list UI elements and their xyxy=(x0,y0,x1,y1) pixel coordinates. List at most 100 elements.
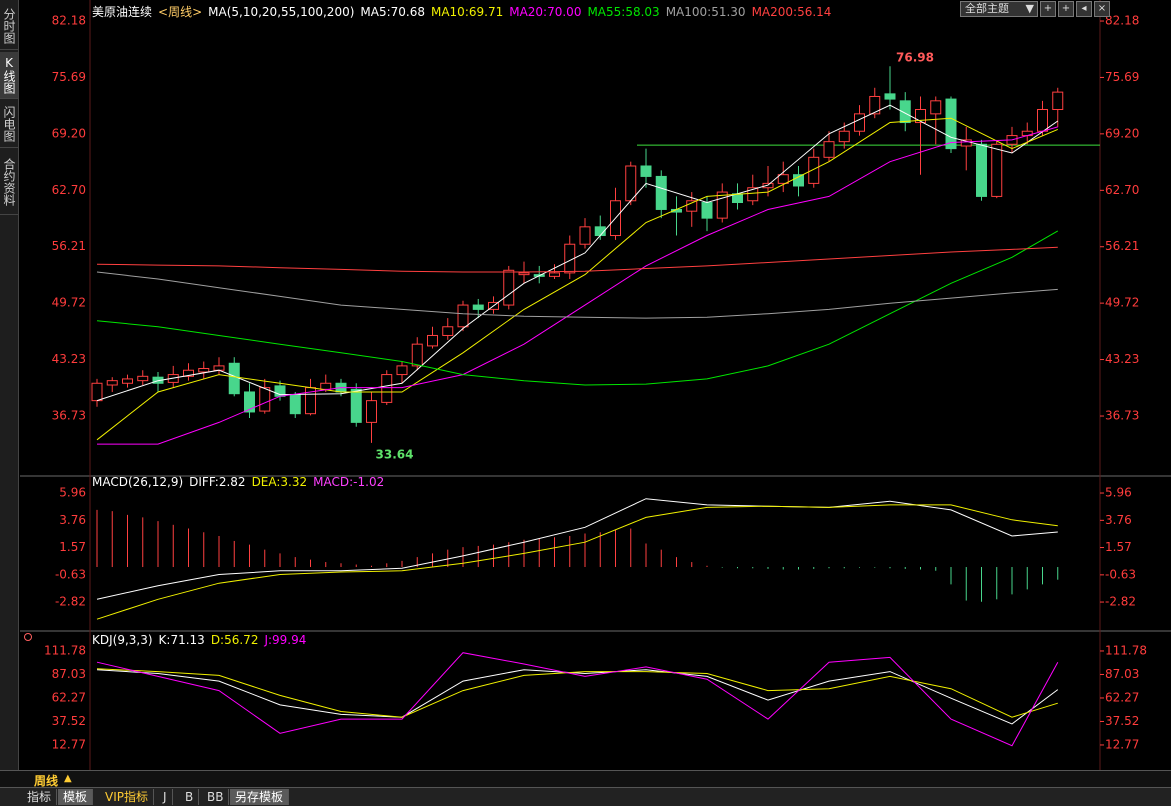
tab[interactable]: 模板 xyxy=(58,789,94,805)
y-tick-label: 49.72 xyxy=(1105,296,1139,310)
y-tick-label: 87.03 xyxy=(1105,667,1139,681)
y-tick-label: 43.23 xyxy=(1105,352,1139,366)
y-tick-label: 69.20 xyxy=(52,126,86,140)
legend-entry: DIFF:2.82 xyxy=(189,475,246,489)
period-label[interactable]: 周线 xyxy=(34,774,59,788)
candle-body xyxy=(442,326,454,336)
series-line xyxy=(96,498,1058,600)
y-tick-label: 75.69 xyxy=(52,70,86,84)
candle-body xyxy=(137,375,149,382)
legend-entry: DEA:3.32 xyxy=(251,475,308,489)
candle-body xyxy=(930,100,942,115)
legend-entry: MA10:69.71 xyxy=(430,5,504,19)
candle-body xyxy=(808,156,820,184)
candle-body xyxy=(838,130,850,143)
candle-body xyxy=(991,143,1003,197)
candle-body xyxy=(183,369,194,377)
candle-body xyxy=(640,165,652,177)
candle-body xyxy=(747,187,759,202)
candle-body xyxy=(320,382,332,390)
candle-body xyxy=(655,175,667,210)
legend-entry: MA20:70.00 xyxy=(509,5,582,19)
y-tick-label: 1.57 xyxy=(1105,540,1132,554)
series-line xyxy=(96,652,1059,747)
legend-entry: MA5:70.68 xyxy=(360,5,425,19)
y-tick-label: 69.20 xyxy=(1105,126,1139,140)
y-tick-label: -2.82 xyxy=(1105,595,1136,609)
tab[interactable]: BB xyxy=(202,789,230,805)
sidebar-tab[interactable]: K线图 xyxy=(0,52,18,99)
y-tick-label: 36.73 xyxy=(52,409,86,423)
candle-body xyxy=(228,362,240,395)
sidebar: 分时图 K线图 闪电图 合约资料 xyxy=(0,0,19,770)
tool-button[interactable]: × xyxy=(1094,1,1110,17)
y-tick-label: 12.77 xyxy=(52,737,86,751)
candle-body xyxy=(686,200,698,212)
candle-body xyxy=(503,269,515,306)
legend-entry: MA55:58.03 xyxy=(587,5,660,19)
period-bar: 周线 ▲ xyxy=(0,770,1171,788)
sidebar-tab[interactable]: 分时图 xyxy=(0,3,18,50)
tab[interactable]: 指标 xyxy=(22,789,58,805)
candle-body xyxy=(289,394,301,415)
series-line xyxy=(96,117,1058,441)
chart-header: 美原油连续 <周线> MA(5,10,20,55,100,200) MA5:70.68… xyxy=(92,3,837,20)
tab[interactable]: 另存模板 xyxy=(230,789,290,805)
indicator-icon[interactable] xyxy=(24,633,32,641)
high-label: 76.98 xyxy=(896,51,934,65)
indicator-title: KDJ(9,3,3) xyxy=(92,633,153,647)
tab-bar: 指标 模板 VIP指标 J B BB 另存模板 xyxy=(0,787,1171,806)
candle-body xyxy=(793,174,804,187)
macd-header: MACD(26,12,9) DIFF:2.82 DEA:3.32 MACD:-1.02 xyxy=(92,475,390,489)
kdj-header: KDJ(9,3,3) K:71.13 D:56.72 J:99.94 xyxy=(92,633,312,647)
y-tick-label: -0.63 xyxy=(55,567,86,581)
candle-body xyxy=(915,109,926,124)
series-line xyxy=(97,126,1058,445)
candle-body xyxy=(366,400,377,423)
tab[interactable]: B xyxy=(180,789,200,805)
x-tick-label: 2021 xyxy=(509,770,540,771)
y-tick-label: 56.21 xyxy=(52,239,86,253)
theme-select[interactable]: 全部主题 ▼ xyxy=(960,1,1038,17)
candle-body xyxy=(350,388,362,423)
y-tick-label: 1.57 xyxy=(59,540,86,554)
legend-entry: MACD:-1.02 xyxy=(313,475,385,489)
candle-body xyxy=(869,95,881,115)
y-tick-label: 62.70 xyxy=(1105,183,1139,197)
y-tick-label: 111.78 xyxy=(44,643,86,657)
period-arrow[interactable]: ▲ xyxy=(64,773,72,784)
y-tick-label: 43.23 xyxy=(52,352,86,366)
tab[interactable]: J xyxy=(158,789,173,805)
low-label: 33.64 xyxy=(376,447,414,461)
candle-body xyxy=(701,201,713,219)
candle-body xyxy=(122,378,133,384)
tool-button[interactable]: + xyxy=(1040,1,1056,17)
y-tick-label: 49.72 xyxy=(52,296,86,310)
dropdown-arrow: ▼ xyxy=(1025,2,1034,15)
candle-body xyxy=(625,165,637,202)
y-tick-label: 37.52 xyxy=(52,714,86,728)
candle-body xyxy=(579,226,591,245)
candle-body xyxy=(976,143,987,197)
candle-body xyxy=(518,272,530,276)
candle-body xyxy=(899,100,911,124)
candle-body xyxy=(854,113,865,132)
candle-body xyxy=(213,365,225,371)
series-line xyxy=(96,230,1059,386)
tab[interactable]: VIP指标 xyxy=(100,789,154,805)
y-tick-label: 62.27 xyxy=(52,690,86,704)
y-tick-label: 62.27 xyxy=(1105,690,1139,704)
sidebar-tab[interactable]: 合约资料 xyxy=(0,150,18,215)
candle-body xyxy=(411,343,423,367)
sidebar-tab[interactable]: 闪电图 xyxy=(0,101,18,148)
legend-entry: J:99.94 xyxy=(264,633,307,647)
theme-label: 全部主题 xyxy=(965,2,1009,15)
chart-title: 美原油连续 xyxy=(92,5,153,19)
tool-button[interactable]: ◂ xyxy=(1076,1,1092,17)
series-line xyxy=(96,668,1058,718)
series-line xyxy=(96,104,1059,402)
tool-button[interactable]: + xyxy=(1058,1,1074,17)
y-tick-label: 36.73 xyxy=(1105,409,1139,423)
series-line xyxy=(96,271,1058,319)
